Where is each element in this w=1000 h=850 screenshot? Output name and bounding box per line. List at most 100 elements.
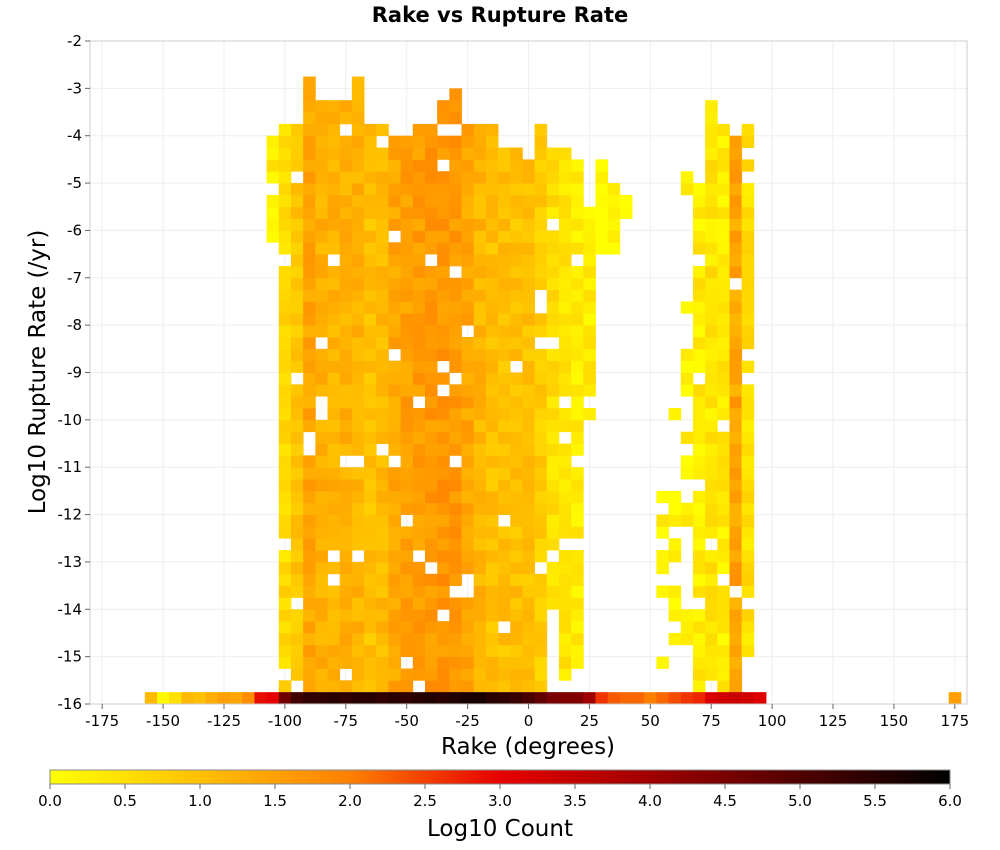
heatmap-cell	[437, 135, 450, 148]
heatmap-cell	[290, 585, 304, 598]
heatmap-cell	[364, 123, 377, 137]
heatmap-cell	[351, 561, 365, 575]
heatmap-cell	[741, 289, 755, 302]
heatmap-cell	[741, 632, 755, 646]
heatmap-cell	[449, 490, 462, 504]
heatmap-cell	[351, 490, 365, 504]
heatmap-cell	[364, 479, 377, 492]
heatmap-cell	[339, 597, 353, 610]
heatmap-cell	[705, 479, 718, 492]
colorbar-tick-label: 0.0	[38, 792, 62, 810]
heatmap-cell	[290, 538, 304, 551]
heatmap-cell	[510, 550, 523, 563]
heatmap-cell	[473, 680, 487, 693]
heatmap-cell	[412, 289, 426, 302]
heatmap-cell	[485, 526, 499, 539]
colorbar-bar	[49, 769, 951, 785]
heatmap-cell	[376, 467, 389, 480]
heatmap-cell	[485, 265, 499, 279]
heatmap-cell	[388, 561, 402, 575]
heatmap-cell	[364, 514, 377, 527]
heatmap-cell	[461, 194, 475, 208]
heatmap-cell	[534, 372, 548, 385]
heatmap-cell	[461, 479, 475, 492]
heatmap-cell	[376, 301, 389, 314]
heatmap-cell	[400, 419, 414, 433]
heatmap-cell	[303, 123, 316, 137]
heatmap-cell	[449, 561, 462, 575]
heatmap-cell	[558, 656, 572, 669]
heatmap-cell	[449, 550, 462, 563]
heatmap-cell	[692, 632, 706, 646]
heatmap-cell	[680, 502, 694, 515]
heatmap-cell	[400, 135, 414, 148]
heatmap-cell	[741, 502, 755, 515]
heatmap-cell	[266, 147, 280, 160]
heatmap-cell	[729, 644, 743, 658]
heatmap-cell	[473, 550, 487, 563]
heatmap-cell	[522, 644, 535, 658]
heatmap-cell	[376, 490, 389, 504]
heatmap-cell	[473, 526, 487, 539]
heatmap-cell	[388, 325, 402, 338]
heatmap-cell	[498, 467, 511, 480]
heatmap-cell	[412, 561, 426, 575]
heatmap-cell	[534, 206, 548, 219]
heatmap-cell	[376, 431, 389, 444]
heatmap-cell	[364, 336, 377, 350]
heatmap-cell	[412, 265, 426, 279]
heatmap-cell	[705, 585, 718, 598]
heatmap-cell	[339, 277, 353, 291]
heatmap-cell	[424, 585, 438, 598]
heatmap-cell	[473, 135, 487, 148]
heatmap-cell	[437, 502, 450, 515]
heatmap-cell	[558, 692, 572, 704]
heatmap-cell	[303, 644, 316, 658]
heatmap-cell	[692, 348, 706, 362]
heatmap-cell	[741, 194, 755, 208]
y-tick-label: -13	[58, 553, 83, 571]
heatmap-cell	[571, 206, 584, 219]
heatmap-cell	[364, 692, 377, 704]
heatmap-cell	[571, 431, 584, 444]
heatmap-cell	[424, 443, 438, 456]
heatmap-cell	[522, 254, 535, 267]
heatmap-cell	[729, 289, 743, 302]
heatmap-cell	[510, 408, 523, 421]
heatmap-cell	[558, 183, 572, 196]
heatmap-cell	[692, 336, 706, 350]
heatmap-cell	[412, 159, 426, 172]
heatmap-cell	[351, 644, 365, 658]
heatmap-cell	[339, 632, 353, 646]
heatmap-cell	[741, 135, 755, 148]
heatmap-cell	[705, 490, 718, 504]
heatmap-cell	[290, 313, 304, 326]
heatmap-cell	[400, 680, 414, 693]
heatmap-cell	[424, 206, 438, 219]
heatmap-cell	[412, 597, 426, 610]
heatmap-cell	[412, 123, 426, 137]
heatmap-cell	[510, 467, 523, 480]
heatmap-cell	[315, 455, 328, 468]
heatmap-cell	[327, 289, 341, 302]
heatmap-cell	[705, 277, 718, 291]
heatmap-cell	[522, 206, 535, 219]
heatmap-cell	[571, 230, 584, 243]
heatmap-cell	[400, 218, 414, 231]
heatmap-cell	[717, 313, 730, 326]
heatmap-cell	[522, 632, 535, 646]
heatmap-cell	[449, 230, 462, 243]
x-tick-label: -175	[85, 712, 119, 730]
heatmap-cell	[485, 277, 499, 291]
heatmap-cell	[424, 183, 438, 196]
heatmap-cell	[461, 313, 475, 326]
y-tick-label: -15	[58, 648, 83, 666]
heatmap-cell	[327, 692, 341, 704]
heatmap-cell	[217, 692, 231, 704]
heatmap-cell	[388, 147, 402, 160]
heatmap-cell	[351, 526, 365, 539]
heatmap-cell	[717, 396, 730, 409]
heatmap-cell	[656, 514, 669, 527]
heatmap-cell	[558, 348, 572, 362]
heatmap-cell	[388, 490, 402, 504]
